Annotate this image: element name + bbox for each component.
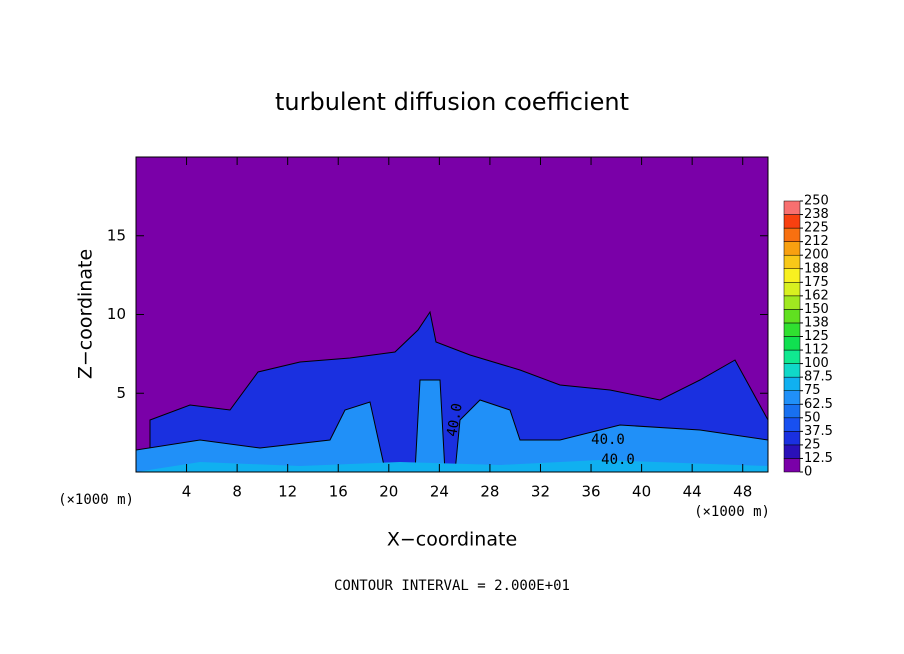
colorbar-band: [783, 376, 801, 391]
colorbar-band: [783, 322, 801, 337]
x-tick-label: 48: [733, 483, 752, 501]
colorbar-band: [783, 458, 801, 473]
colorbar-band: [783, 227, 801, 242]
colorbar-band: [783, 241, 801, 256]
colorbar-band: [783, 268, 801, 283]
x-tick-label: 24: [430, 483, 449, 501]
colorbar-band: [783, 363, 801, 378]
x-unit-label: (×1000 m): [694, 504, 770, 520]
field: [135, 157, 769, 473]
colorbar-label: 175: [804, 275, 829, 290]
colorbar-label: 212: [804, 234, 829, 249]
colorbar-label: 225: [804, 221, 829, 236]
colorbar-band: [783, 349, 801, 364]
colorbar-label: 62.5: [804, 397, 833, 412]
colorbar-label: 0: [804, 465, 812, 480]
colorbar-label: 87.5: [804, 370, 833, 385]
x-tick-label: 40: [632, 483, 651, 501]
y-tick-label: 10: [107, 305, 126, 323]
colorbar-band: [783, 404, 801, 419]
x-tick-label: 36: [581, 483, 600, 501]
colorbar-band: [783, 309, 801, 324]
colorbar-band: [783, 295, 801, 310]
x-tick-label: 28: [480, 483, 499, 501]
colorbar-label: 100: [804, 356, 829, 371]
colorbar-band: [783, 282, 801, 297]
x-axis-label: X−coordinate: [387, 529, 517, 551]
x-tick-label: 20: [379, 483, 398, 501]
colorbar-label: 138: [804, 315, 829, 330]
colorbar-label: 238: [804, 207, 829, 222]
colorbar-label: 37.5: [804, 424, 833, 439]
footer: CONTOUR INTERVAL = 2.000E+01: [334, 578, 570, 594]
field-region: [136, 460, 768, 472]
colorbar-band: [783, 431, 801, 446]
colorbar-band: [783, 214, 801, 229]
y-axis-label: Z−coordinate: [75, 249, 97, 379]
colorbar-label: 162: [804, 288, 829, 303]
colorbar-label: 12.5: [804, 451, 833, 466]
colorbar-label: 250: [804, 194, 829, 209]
colorbar-label: 200: [804, 248, 829, 263]
colorbar-band: [783, 200, 801, 215]
colorbar-band: [783, 390, 801, 405]
x-tick-label: 44: [683, 483, 702, 501]
x-tick-label: 4: [182, 483, 192, 501]
y-tick-label: 15: [107, 226, 126, 244]
colorbar-label: 188: [804, 261, 829, 276]
x-tick-label: 8: [232, 483, 242, 501]
colorbar-band: [783, 254, 801, 269]
colorbar-label: 112: [804, 343, 829, 358]
x-tick-label: 32: [531, 483, 550, 501]
contour-label: 40.0: [591, 432, 625, 448]
x-unit-label: (×1000 m): [58, 492, 134, 508]
colorbar-label: 150: [804, 302, 829, 317]
contour-label: 40.0: [444, 402, 466, 438]
y-tick-label: 5: [116, 384, 126, 402]
colorbar-band: [783, 417, 801, 432]
colorbar-label: 75: [804, 383, 821, 398]
chart-title: turbulent diffusion coefficient: [275, 88, 629, 116]
x-tick-label: 12: [278, 483, 297, 501]
colorbar-label: 25: [804, 437, 821, 452]
colorbar-band: [783, 444, 801, 459]
x-tick-label: 16: [329, 483, 348, 501]
contour-label: 40.0: [601, 452, 635, 468]
colorbar-band: [783, 336, 801, 351]
colorbar-label: 125: [804, 329, 829, 344]
colorbar-label: 50: [804, 410, 821, 425]
